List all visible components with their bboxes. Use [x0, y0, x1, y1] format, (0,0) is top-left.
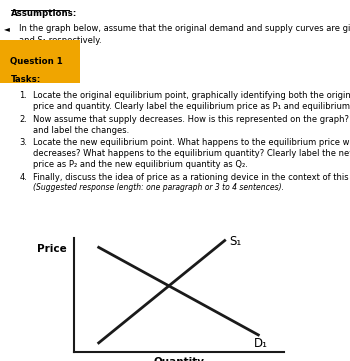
Text: price and quantity. Clearly label the equilibrium price as P₁ and equilibrium qu: price and quantity. Clearly label the eq… [33, 102, 350, 111]
Text: 2.: 2. [19, 115, 27, 124]
Text: Locate the new equilibrium point. What happens to the equilibrium price when sup: Locate the new equilibrium point. What h… [33, 138, 350, 147]
Text: Assumptions:: Assumptions: [10, 9, 77, 18]
Text: S₁: S₁ [229, 235, 241, 248]
Text: (Suggested response length: one paragraph or 3 to 4 sentences).: (Suggested response length: one paragrap… [33, 183, 284, 192]
Text: D₁: D₁ [254, 337, 268, 350]
Text: In the graph below, assume that the original demand and supply curves are given : In the graph below, assume that the orig… [19, 24, 350, 33]
Text: and S₁ respectively.: and S₁ respectively. [19, 36, 102, 45]
Text: Finally, discuss the idea of price as a rationing device in the context of this : Finally, discuss the idea of price as a … [33, 173, 350, 182]
Text: Quantity: Quantity [153, 357, 204, 361]
Text: Price: Price [37, 244, 66, 254]
Text: Now assume that supply decreases. How is this represented on the graph? Clearly : Now assume that supply decreases. How is… [33, 115, 350, 124]
Text: 4.: 4. [19, 173, 27, 182]
Text: ◄: ◄ [4, 24, 9, 33]
Text: price as P₂ and the new equilibrium quantity as Q₂.: price as P₂ and the new equilibrium quan… [33, 160, 248, 169]
Text: decreases? What happens to the equilibrium quantity? Clearly label the new equil: decreases? What happens to the equilibri… [33, 149, 350, 158]
Text: 3.: 3. [19, 138, 27, 147]
Text: Question 1: Question 1 [10, 57, 63, 66]
Text: and label the changes.: and label the changes. [33, 126, 130, 135]
Text: 1.: 1. [19, 91, 27, 100]
Text: Tasks:: Tasks: [10, 75, 41, 84]
Text: Locate the original equilibrium point, graphically identifying both the original: Locate the original equilibrium point, g… [33, 91, 350, 100]
